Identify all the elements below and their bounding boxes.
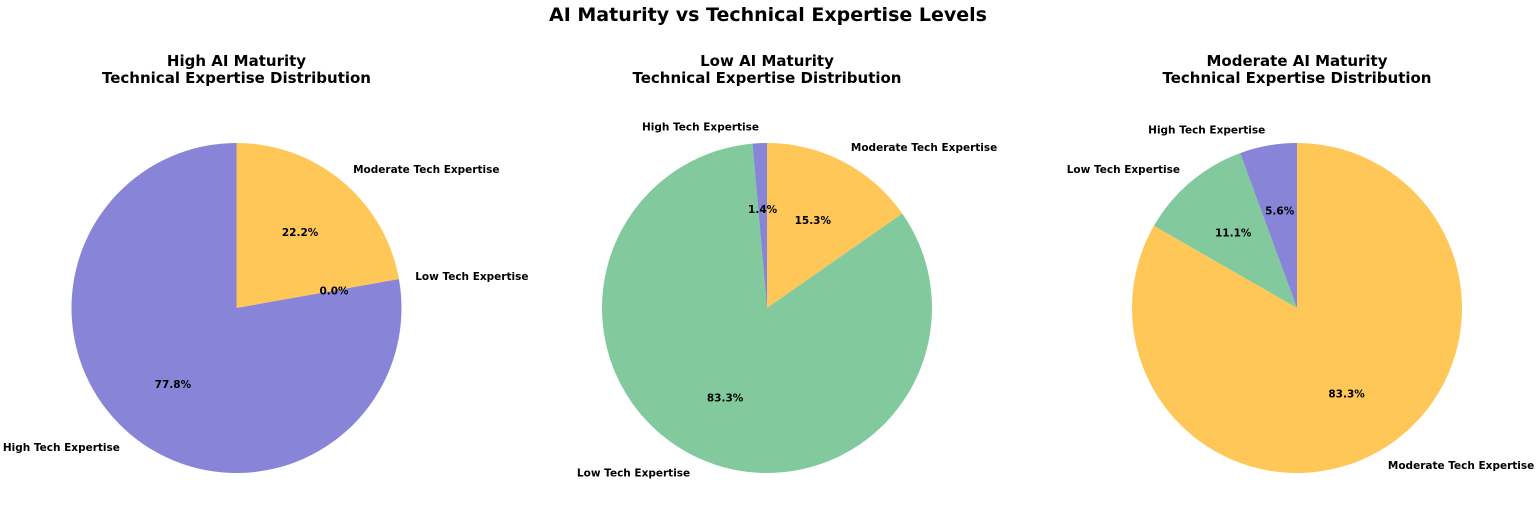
pie-slice-label-moderate-tech-expertise: Moderate Tech Expertise (851, 142, 997, 154)
pie-pct-label-high-tech-expertise: 1.4% (748, 204, 778, 216)
labels: 83.3% Moderate Tech Expertise 11.1% Low Tec… (1067, 124, 1535, 472)
chart-title-line: Technical Expertise Distribution (1163, 69, 1432, 87)
pie-pct-label-moderate-tech-expertise: 15.3% (795, 215, 832, 227)
chart-title-line: High AI Maturity (167, 52, 306, 70)
pie-slice-label-high-tech-expertise: High Tech Expertise (3, 442, 120, 454)
chart-title-line: Low AI Maturity (700, 52, 834, 70)
chart-title-line: Technical Expertise Distribution (102, 69, 371, 87)
pie-slice-low-tech-expertise (601, 143, 932, 474)
pie-slice-high-tech-expertise (1240, 143, 1297, 308)
figure-title: AI Maturity vs Technical Expertise Level… (549, 4, 987, 26)
pie-pct-label-low-tech-expertise: 83.3% (707, 393, 744, 405)
pie-slice-moderate-tech-expertise (1131, 143, 1462, 473)
chart-title-line: Moderate AI Maturity (1206, 52, 1387, 70)
pie-slice-label-high-tech-expertise: High Tech Expertise (642, 122, 759, 134)
pie-slice-moderate-tech-expertise (236, 143, 399, 308)
wedges (1131, 143, 1462, 473)
pie-pct-label-low-tech-expertise: 11.1% (1215, 227, 1252, 239)
pie-pct-label-high-tech-expertise: 77.8% (155, 379, 192, 391)
chart-title-line: Technical Expertise Distribution (633, 69, 902, 87)
pie-slice-label-moderate-tech-expertise: Moderate Tech Expertise (353, 164, 499, 176)
pie-slice-label-low-tech-expertise: Low Tech Expertise (1067, 164, 1180, 176)
pie-slice-high-tech-expertise (752, 143, 767, 308)
pie-pct-label-moderate-tech-expertise: 83.3% (1328, 389, 1365, 401)
pie-slice-low-tech-expertise (1153, 153, 1297, 308)
pie-slice-label-low-tech-expertise: Low Tech Expertise (415, 271, 528, 283)
pie-slice-label-high-tech-expertise: High Tech Expertise (1148, 124, 1265, 136)
pie-pct-label-moderate-tech-expertise: 22.2% (282, 227, 319, 239)
labels: 15.3% Moderate Tech Expertise 83.3% Low Tec… (577, 122, 997, 480)
pie-pct-label-low-tech-expertise: 0.0% (319, 286, 349, 298)
pie-pct-label-high-tech-expertise: 5.6% (1265, 206, 1295, 218)
labels: 22.2% Moderate Tech Expertise 0.0% Low Tech… (3, 164, 529, 454)
pie-slice-high-tech-expertise (71, 143, 402, 473)
pie-slice-label-low-tech-expertise: Low Tech Expertise (577, 468, 690, 480)
pie-slice-label-moderate-tech-expertise: Moderate Tech Expertise (1388, 460, 1534, 472)
pie-slice-moderate-tech-expertise (767, 143, 903, 308)
wedges (71, 143, 402, 473)
wedges (601, 143, 932, 474)
